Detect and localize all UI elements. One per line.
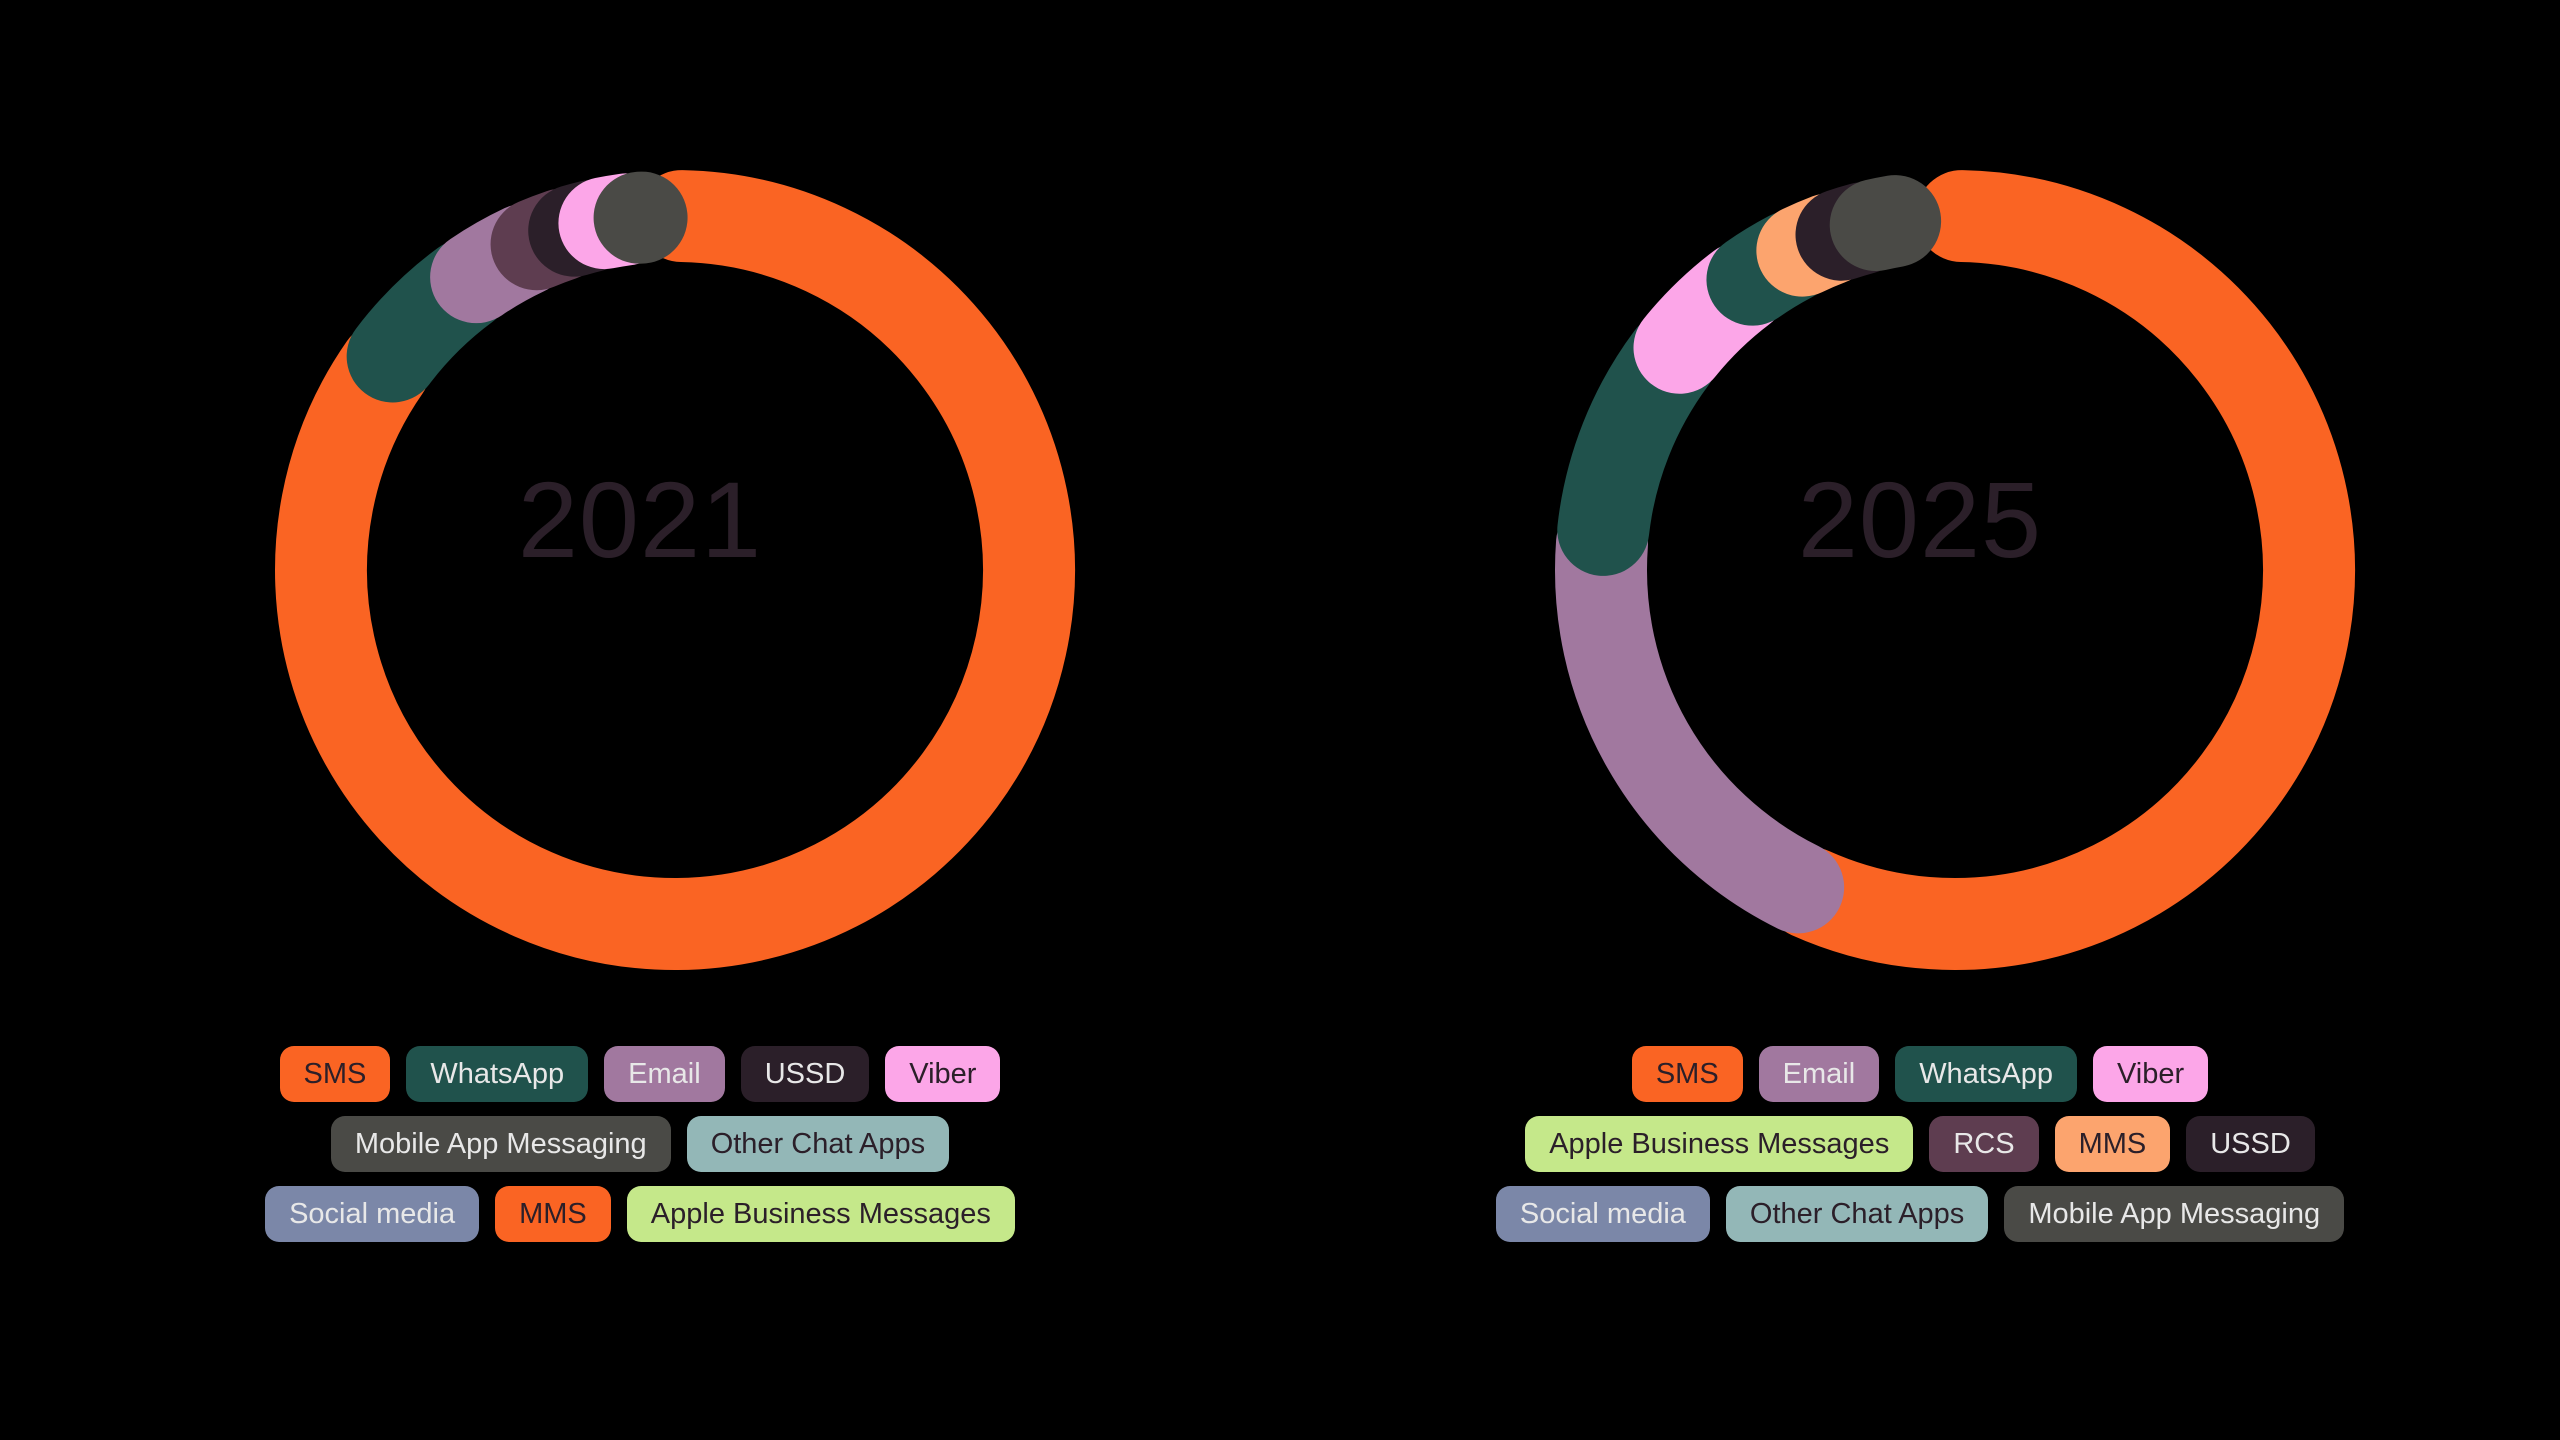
legend-2021: SMS WhatsApp Email USSD Viber Mobile App Mess…	[0, 1046, 1280, 1242]
legend-row: Social media Other Chat Apps Mobile App Me…	[1495, 1186, 2345, 1242]
legend-row: Apple Business Messages RCS MMS USSD	[1525, 1116, 2315, 1172]
donut-svg-2025	[1555, 170, 2355, 970]
legend-chip-social-media[interactable]: Social media	[265, 1186, 480, 1242]
legend-chip-mobile-app-messaging[interactable]: Mobile App Messaging	[330, 1116, 671, 1172]
donut-chart-2021: 2021	[0, 0, 1280, 1060]
legend-chip-apple-business-messages[interactable]: Apple Business Messages	[626, 1186, 1015, 1242]
donut-slice-sms[interactable]	[275, 170, 1075, 970]
legend-2025: SMS Email WhatsApp Viber Apple Business Mess…	[1280, 1046, 2560, 1242]
legend-chip-social-media[interactable]: Social media	[1495, 1186, 1710, 1242]
legend-chip-mms[interactable]: MMS	[495, 1186, 611, 1242]
legend-row: SMS WhatsApp Email USSD Viber	[279, 1046, 1001, 1102]
legend-chip-whatsapp[interactable]: WhatsApp	[1895, 1046, 2077, 1102]
legend-chip-other-chat-apps[interactable]: Other Chat Apps	[1725, 1186, 1989, 1242]
donut-chart-2025: 2025	[1280, 0, 2560, 1060]
legend-chip-whatsapp[interactable]: WhatsApp	[406, 1046, 589, 1102]
legend-chip-sms[interactable]: SMS	[1631, 1046, 1743, 1102]
legend-chip-sms[interactable]: SMS	[279, 1046, 391, 1102]
legend-chip-email[interactable]: Email	[604, 1046, 725, 1102]
legend-row: Social media MMS Apple Business Messages	[265, 1186, 1015, 1242]
legend-row: SMS Email WhatsApp Viber	[1631, 1046, 2209, 1102]
donut-slice-ussd[interactable]	[1829, 175, 1942, 271]
donut-slice-email[interactable]	[1555, 497, 1845, 934]
legend-chip-rcs[interactable]: RCS	[1929, 1116, 2039, 1172]
legend-chip-mobile-app-messaging[interactable]: Mobile App Messaging	[2004, 1186, 2345, 1242]
legend-chip-ussd[interactable]: USSD	[2186, 1116, 2315, 1172]
donut-panel-2025: 2025 SMS Email WhatsApp Viber Apple Business…	[1280, 0, 2560, 1440]
legend-chip-email[interactable]: Email	[1758, 1046, 1880, 1102]
legend-chip-viber[interactable]: Viber	[885, 1046, 1001, 1102]
legend-chip-other-chat-apps[interactable]: Other Chat Apps	[686, 1116, 950, 1172]
legend-chip-viber[interactable]: Viber	[2092, 1046, 2209, 1102]
donut-panel-2021: 2021 SMS WhatsApp Email USSD Viber Mobile App…	[0, 0, 1280, 1242]
donut-slice-sms[interactable]	[1764, 170, 2355, 970]
legend-chip-ussd[interactable]: USSD	[740, 1046, 870, 1102]
donut-svg-2021	[275, 170, 1075, 970]
legend-row: Mobile App Messaging Other Chat Apps	[330, 1116, 950, 1172]
legend-chip-apple-business-messages[interactable]: Apple Business Messages	[1525, 1116, 1914, 1172]
legend-chip-mms[interactable]: MMS	[2054, 1116, 2171, 1172]
